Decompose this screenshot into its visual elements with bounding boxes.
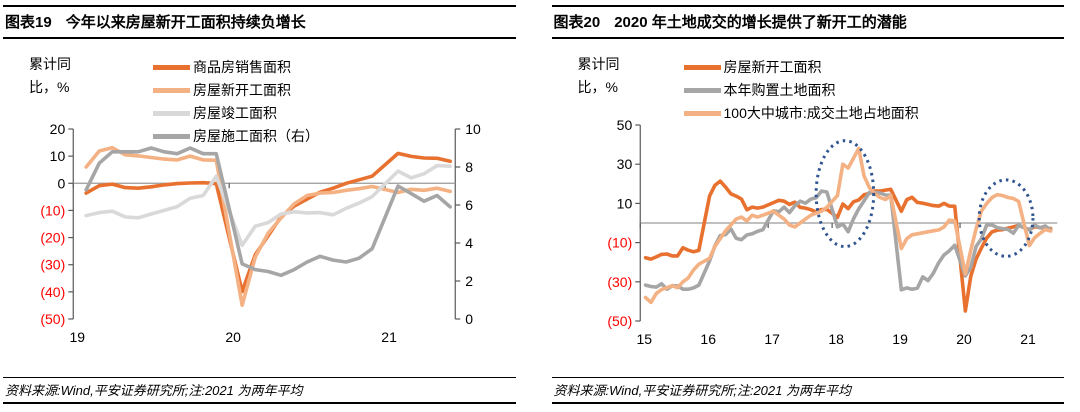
legend-label: 房屋新开工面积: [193, 82, 291, 98]
left-y-tick-label: (30): [607, 274, 632, 290]
panel-title-19: 图表19 今年以来房屋新开工面积持续负增长: [3, 5, 516, 39]
chart-legend: 房屋新开工面积 本年购置土地面积 100大中城市:成交土地占地面积: [683, 59, 919, 128]
left-y-tick-label: (50): [607, 313, 632, 329]
line-chart-canvas: 50 30 10 (10) (30) (50)15 16 17 18 19 20 21: [607, 117, 1057, 347]
y-axis-unit-line2: 比，%: [29, 79, 70, 95]
x-tick-label: 21: [1020, 331, 1036, 347]
left-y-tick-label: (10): [607, 235, 632, 251]
left-y-tick-label: 10: [616, 195, 632, 211]
y-axis-unit-line1: 累计同: [29, 56, 71, 72]
source-note: 资料来源:Wind,平安证券研究所;注:2021 为两年平均: [551, 377, 1064, 404]
series-line: [643, 146, 1052, 305]
figure-label: 图表20: [553, 14, 601, 31]
series-line: [84, 145, 452, 308]
left-y-tick-label: 0: [57, 175, 65, 191]
annotation-ellipse: [814, 139, 875, 249]
legend-item: 房屋新开工面积: [683, 59, 919, 76]
x-tick-label: 17: [764, 331, 780, 347]
series-line: [84, 146, 452, 278]
legend-label: 本年购置土地面积: [723, 82, 836, 98]
legend-label: 房屋施工面积（右）: [193, 128, 319, 144]
figure-title: 今年以来房屋新开工面积持续负增长: [65, 14, 306, 31]
left-y-tick-label: (40): [40, 284, 65, 300]
legend-item: 100大中城市:成交土地占地面积: [683, 105, 919, 122]
y-axis-unit-label: 累计同 比，%: [29, 53, 71, 99]
x-tick-label: 19: [892, 331, 908, 347]
legend-item: 房屋施工面积（右）: [153, 128, 319, 145]
annotation-ellipse: [977, 178, 1034, 258]
chart-panel-20: 图表20 2020 年土地成交的增长提供了新开工的潜能 累计同 比，% 房屋新开工…: [551, 5, 1065, 408]
legend-item: 房屋竣工面积: [153, 105, 319, 122]
right-y-tick-label: 4: [465, 235, 473, 251]
figure-title: 2020 年土地成交的增长提供了新开工的潜能: [614, 14, 907, 31]
left-y-tick-label: 50: [616, 117, 632, 133]
legend-line-swatch: [153, 134, 190, 139]
left-y-tick-label: (50): [40, 311, 65, 327]
chart-legend: 商品房销售面积 房屋新开工面积 房屋竣工面积房屋施工面积（右）: [153, 59, 319, 151]
x-tick-label: 16: [700, 331, 716, 347]
legend-line-swatch: [683, 88, 721, 93]
left-y-tick-label: (10): [40, 202, 65, 218]
left-y-tick-label: 20: [50, 121, 66, 137]
x-tick-label: 20: [225, 329, 241, 345]
chart-area-19: 累计同 比，% 商品房销售面积 房屋新开工面积 房屋竣工面积 房屋施工面积（右） 20…: [3, 39, 516, 377]
right-y-tick-label: 8: [465, 159, 473, 175]
figure-label: 图表19: [5, 14, 52, 31]
legend-line-swatch: [683, 111, 721, 116]
right-y-tick-label: 10: [465, 121, 481, 137]
x-tick-label: 19: [69, 329, 85, 345]
series-line: [643, 179, 1052, 313]
y-axis-unit-line2: 比，%: [577, 79, 618, 95]
right-y-tick-label: 0: [465, 311, 473, 327]
y-axis-unit-label: 累计同 比，%: [578, 53, 620, 99]
y-axis-unit-line1: 累计同: [577, 56, 620, 72]
legend-label: 房屋竣工面积: [193, 105, 277, 121]
right-y-tick-label: 6: [465, 197, 473, 213]
chart-panel-19: 图表19 今年以来房屋新开工面积持续负增长 累计同 比，% 商品房销售面积 房屋新开…: [3, 5, 516, 408]
legend-label: 房屋新开工面积: [723, 59, 822, 75]
legend-line-swatch: [153, 88, 190, 93]
left-y-tick-label: (30): [40, 257, 65, 273]
left-y-tick-label: (20): [40, 230, 65, 246]
left-y-tick-label: 30: [616, 156, 632, 172]
legend-line-swatch: [153, 111, 190, 116]
x-tick-label: 21: [381, 329, 397, 345]
x-tick-label: 15: [636, 331, 652, 347]
chart-area-20: 累计同 比，% 房屋新开工面积 本年购置土地面积 100大中城市:成交土地占地面积 …: [552, 39, 1065, 377]
panel-title-20: 图表20 2020 年土地成交的增长提供了新开工的潜能: [551, 5, 1064, 39]
x-tick-label: 20: [956, 331, 972, 347]
legend-line-swatch: [153, 65, 190, 70]
left-y-tick-label: 10: [50, 148, 66, 164]
legend-line-swatch: [683, 65, 721, 70]
legend-label: 商品房销售面积: [193, 59, 291, 75]
legend-label: 100大中城市:成交土地占地面积: [723, 105, 919, 121]
legend-item: 房屋新开工面积: [153, 82, 319, 99]
legend-item: 本年购置土地面积: [683, 82, 919, 99]
x-tick-label: 18: [828, 331, 844, 347]
source-note: 资料来源:Wind,平安证券研究所;注:2021 为两年平均: [3, 377, 516, 404]
legend-item: 商品房销售面积: [153, 59, 319, 76]
right-y-tick-label: 2: [465, 273, 473, 289]
series-line: [84, 163, 452, 248]
